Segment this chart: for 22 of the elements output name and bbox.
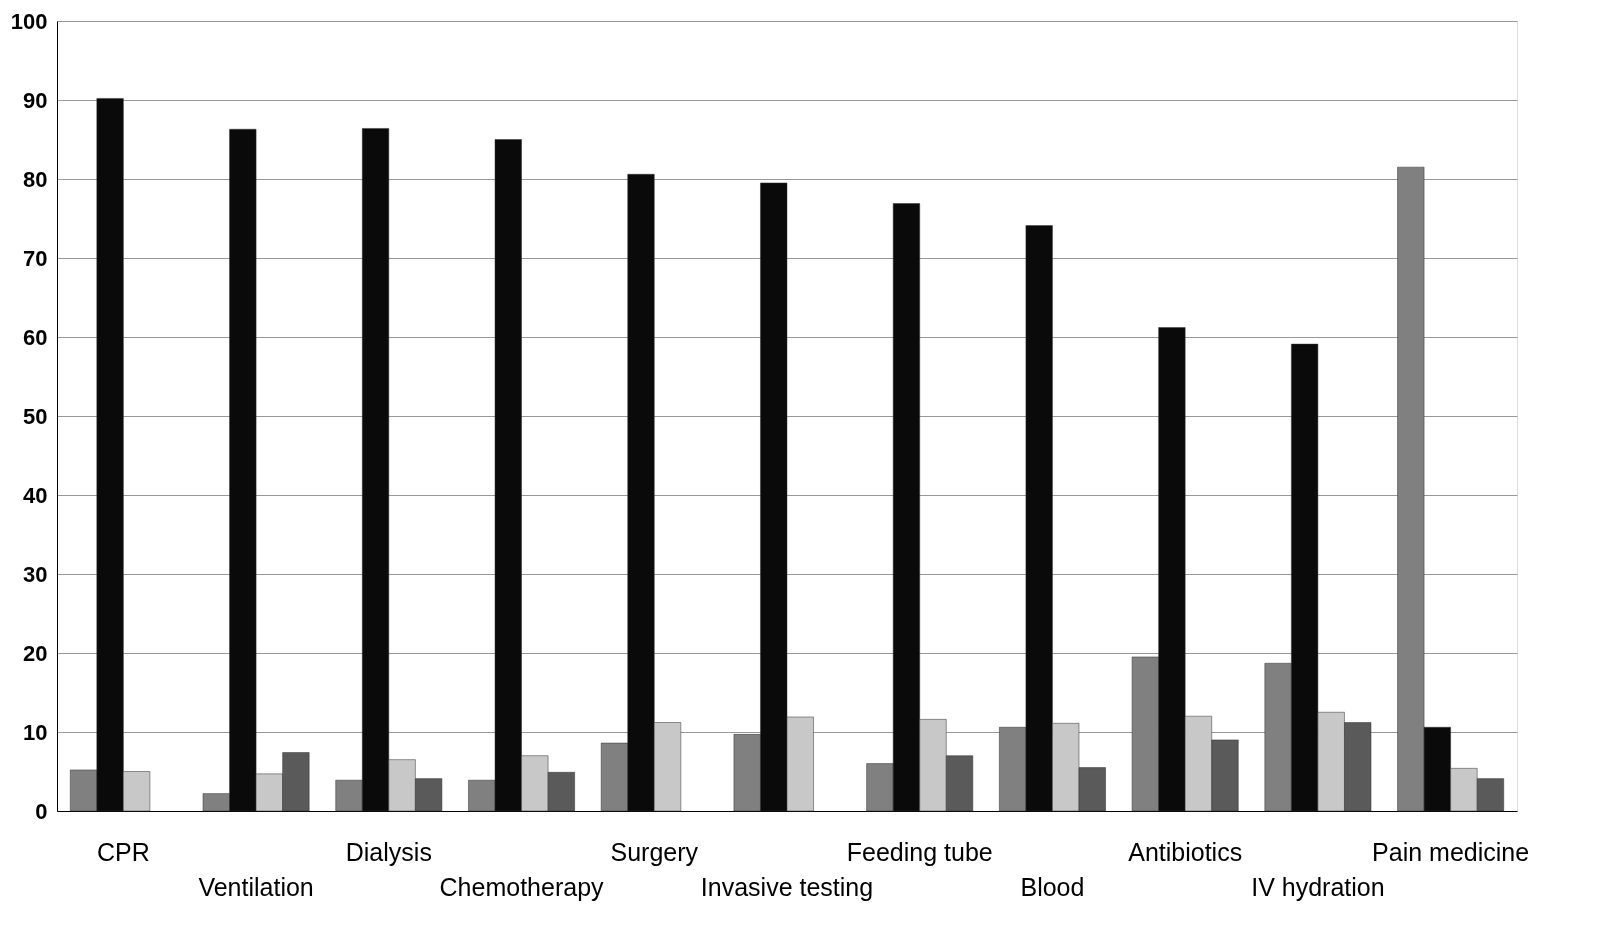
x-tick-label: Antibiotics <box>1128 838 1243 866</box>
y-tick-label: 0 <box>35 798 48 824</box>
x-tick-label: Blood <box>1020 873 1085 901</box>
x-tick-label: Surgery <box>610 838 699 866</box>
y-tick-label: 20 <box>23 640 48 666</box>
y-tick-label: 60 <box>23 324 48 350</box>
y-tick-label: 100 <box>10 8 48 34</box>
y-tick-label: 90 <box>23 87 48 113</box>
y-tick-label: 30 <box>23 561 48 587</box>
y-tick-label: 10 <box>23 719 48 745</box>
x-tick-label: Chemotherapy <box>439 873 605 901</box>
x-tick-label: Feeding tube <box>846 838 993 866</box>
x-tick-label: Invasive testing <box>700 873 874 901</box>
y-tick-label: 70 <box>23 245 48 271</box>
x-tick-label: Ventilation <box>198 873 314 901</box>
y-tick-label: 50 <box>23 403 48 429</box>
x-tick-label: CPR <box>96 838 150 866</box>
x-tick-label: Dialysis <box>345 838 432 866</box>
x-tick-label: Pain medicine <box>1372 838 1530 866</box>
y-tick-label: 40 <box>23 482 48 508</box>
x-tick-label: IV hydration <box>1251 873 1385 901</box>
y-tick-label: 80 <box>23 166 48 192</box>
